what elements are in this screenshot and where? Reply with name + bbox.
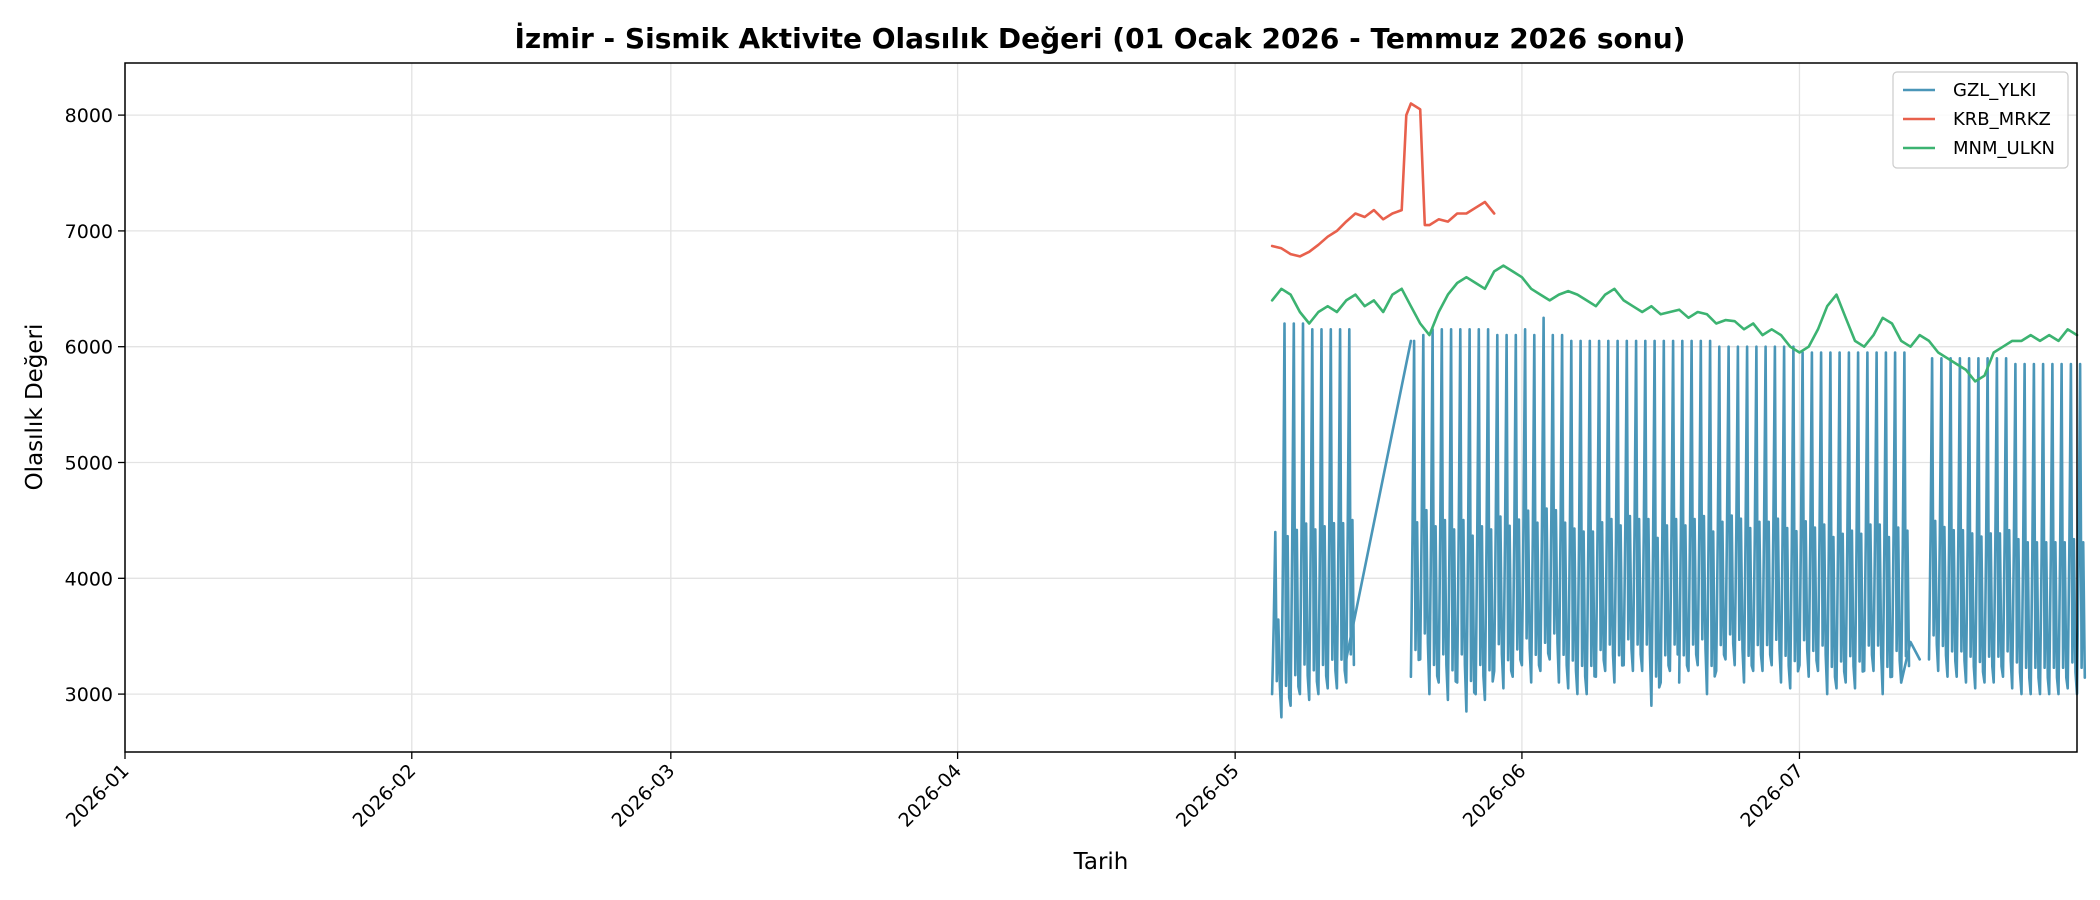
series-line-segment xyxy=(1927,356,2087,696)
x-axis-label: Tarih xyxy=(1073,849,1129,875)
legend-box xyxy=(1892,71,2069,169)
legend-label: MNM_ULKN xyxy=(1953,138,2055,159)
series-layer xyxy=(1270,102,2087,719)
y-tick-label: 5000 xyxy=(65,453,113,475)
y-tick-label: 4000 xyxy=(65,568,113,590)
chart-title: İzmir - Sismik Aktivite Olasılık Değeri … xyxy=(515,21,1686,55)
x-tick-label: 2026-01 xyxy=(62,760,134,832)
legend-label: GZL_YLKI xyxy=(1953,80,2036,101)
legend: GZL_YLKI KRB_MRKZ MNM_ULKN xyxy=(1892,71,2069,169)
legend-label: KRB_MRKZ xyxy=(1953,109,2051,130)
x-tick-label: 2026-05 xyxy=(1172,760,1244,832)
x-tick-label: 2026-06 xyxy=(1459,760,1531,832)
ticks-layer: 3000 4000 5000 6000 7000 8000 2026-01 2026-02 20… xyxy=(62,105,1808,832)
series-connector xyxy=(1344,339,1413,661)
series-KRB_MRKZ xyxy=(1270,102,1496,258)
series-line xyxy=(1270,102,1496,258)
plot-frame xyxy=(124,62,2078,753)
series-line xyxy=(1270,264,2079,383)
series-connector xyxy=(1899,640,1921,684)
x-tick-label: 2026-03 xyxy=(608,760,680,832)
y-tick-label: 7000 xyxy=(65,221,113,243)
series-line-segment xyxy=(1677,339,1911,696)
series-line-segment xyxy=(1270,322,1356,719)
y-axis-label: Olasılık Değeri xyxy=(22,324,48,491)
series-GZL_YLKI xyxy=(1270,316,2087,719)
y-tick-label: 6000 xyxy=(65,337,113,359)
x-tick-label: 2026-02 xyxy=(349,760,421,832)
x-tick-label: 2026-07 xyxy=(1736,760,1808,832)
series-line-segment xyxy=(1409,316,1679,713)
y-tick-label: 3000 xyxy=(65,684,113,706)
axes-layer xyxy=(124,62,2078,753)
series-MNM_ULKN xyxy=(1270,264,2079,383)
y-tick-label: 8000 xyxy=(65,105,113,127)
x-tick-label: 2026-04 xyxy=(894,760,966,832)
